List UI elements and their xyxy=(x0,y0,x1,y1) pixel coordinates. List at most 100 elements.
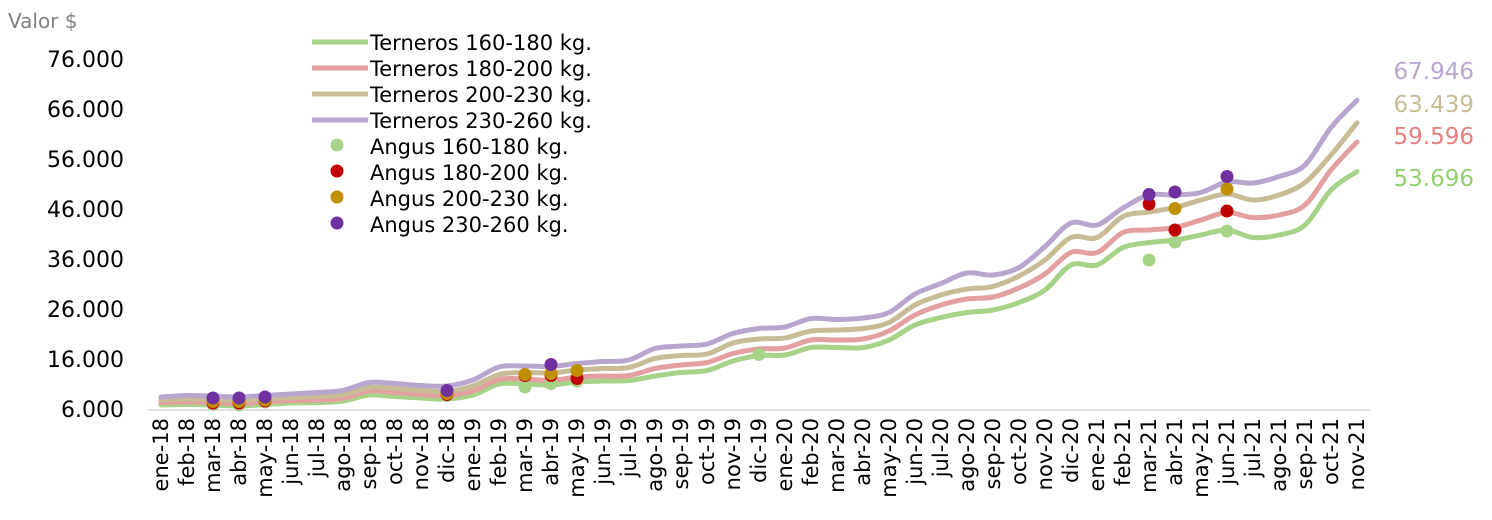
y-tick-label: 6.000 xyxy=(61,398,124,423)
x-tick-label: sep-19 xyxy=(669,418,693,490)
x-tick-label: ene-21 xyxy=(1085,418,1109,491)
x-tick-label: abr-21 xyxy=(1163,418,1187,486)
x-tick-label: feb-20 xyxy=(799,418,823,486)
series-line xyxy=(158,139,1360,407)
y-axis-ticks: 6.000 16.000 26.000 36.000 46.000 56.000 66.00… xyxy=(47,48,124,423)
x-tick-label: abr-19 xyxy=(539,418,563,486)
data-point xyxy=(570,364,584,377)
legend-label: Terneros 200-230 kg. xyxy=(369,83,592,107)
y-tick-label: 36.000 xyxy=(47,248,124,273)
y-tick-label: 66.000 xyxy=(47,98,124,123)
data-point xyxy=(258,390,272,404)
x-tick-label: jul-18 xyxy=(305,418,329,478)
data-point xyxy=(1142,197,1156,211)
y-tick-label: 26.000 xyxy=(47,298,124,323)
x-tick-label: may-20 xyxy=(877,418,901,498)
x-tick-label: ago-20 xyxy=(955,418,979,492)
data-point xyxy=(1142,253,1156,267)
x-tick-label: feb-18 xyxy=(175,418,199,486)
x-tick-label: dic-19 xyxy=(747,418,771,483)
x-tick-label: nov-18 xyxy=(409,418,433,490)
x-tick-label: ago-19 xyxy=(643,418,667,492)
end-value-labels: 67.946 63.439 59.596 53.696 xyxy=(1394,59,1474,192)
end-value-label: 59.596 xyxy=(1394,124,1474,150)
legend: Terneros 160-180 kg.Terneros 180-200 kg.… xyxy=(312,31,592,237)
x-tick-label: sep-21 xyxy=(1293,418,1317,490)
x-tick-label: mar-21 xyxy=(1137,418,1161,493)
x-tick-label: abr-18 xyxy=(227,418,251,486)
legend-label: Angus 230-260 kg. xyxy=(370,213,569,237)
series-line xyxy=(158,97,1360,400)
data-point xyxy=(1220,182,1234,196)
data-point xyxy=(518,368,532,381)
data-point xyxy=(518,380,532,394)
x-tick-label: jul-19 xyxy=(617,418,641,478)
x-tick-label: jun-18 xyxy=(279,418,303,486)
legend-label: Angus 200-230 kg. xyxy=(370,187,569,211)
y-tick-label: 56.000 xyxy=(47,148,124,173)
data-point xyxy=(1220,224,1234,238)
data-point xyxy=(206,391,220,405)
x-tick-label: jul-21 xyxy=(1241,418,1265,478)
x-tick-label: jun-21 xyxy=(1215,418,1239,486)
end-value-label: 63.439 xyxy=(1394,92,1474,118)
x-tick-label: may-21 xyxy=(1189,418,1213,498)
y-tick-label: 76.000 xyxy=(47,48,124,73)
x-tick-label: may-18 xyxy=(253,418,277,498)
data-point xyxy=(1220,204,1234,218)
x-tick-label: dic-18 xyxy=(435,418,459,483)
x-axis-ticks: ene-18 feb-18 mar-18 abr-18 may-18 jun-18 jul-… xyxy=(149,418,1369,498)
data-point xyxy=(544,358,558,371)
data-point xyxy=(1142,188,1156,201)
x-tick-label: feb-19 xyxy=(487,418,511,486)
data-point xyxy=(1168,202,1182,215)
x-tick-label: mar-20 xyxy=(825,418,849,493)
series-line xyxy=(158,120,1360,404)
legend-swatch xyxy=(330,138,344,152)
y-tick-label: 16.000 xyxy=(47,348,124,373)
legend-swatch xyxy=(330,216,344,230)
x-tick-label: jun-19 xyxy=(591,418,615,486)
legend-label: Terneros 180-200 kg. xyxy=(369,57,592,81)
series-dots xyxy=(206,170,1234,412)
x-tick-label: may-19 xyxy=(565,418,589,498)
x-tick-label: feb-21 xyxy=(1111,418,1135,486)
y-tick-label: 46.000 xyxy=(47,198,124,223)
legend-label: Terneros 230-260 kg. xyxy=(369,109,592,133)
data-point xyxy=(440,384,454,397)
x-tick-label: oct-21 xyxy=(1319,418,1343,485)
x-tick-label: mar-19 xyxy=(513,418,537,493)
legend-label: Angus 180-200 kg. xyxy=(370,161,569,185)
x-tick-label: mar-18 xyxy=(201,418,225,493)
x-tick-label: ene-20 xyxy=(773,418,797,491)
legend-label: Angus 160-180 kg. xyxy=(370,135,569,159)
x-tick-label: nov-21 xyxy=(1345,418,1369,490)
x-tick-label: sep-18 xyxy=(357,418,381,490)
x-tick-label: ene-18 xyxy=(149,418,173,491)
data-point xyxy=(1168,185,1182,199)
data-point xyxy=(1168,223,1182,237)
x-tick-label: nov-20 xyxy=(1033,418,1057,490)
data-point xyxy=(1168,235,1182,249)
data-point xyxy=(544,367,558,380)
x-tick-label: ene-19 xyxy=(461,418,485,491)
legend-swatch xyxy=(330,190,344,204)
x-tick-label: sep-20 xyxy=(981,418,1005,490)
x-tick-label: jun-20 xyxy=(903,418,927,486)
x-tick-label: ago-21 xyxy=(1267,418,1291,492)
x-tick-label: nov-19 xyxy=(721,418,745,490)
x-tick-label: abr-20 xyxy=(851,418,875,486)
data-point xyxy=(232,391,246,405)
x-tick-label: jul-20 xyxy=(929,418,953,478)
x-tick-label: oct-20 xyxy=(1007,418,1031,485)
y-axis-title: Valor $ xyxy=(8,9,77,33)
data-point xyxy=(1220,170,1234,183)
x-tick-label: ago-18 xyxy=(331,418,355,492)
end-value-label: 53.696 xyxy=(1394,166,1474,192)
legend-label: Terneros 160-180 kg. xyxy=(369,31,592,55)
legend-swatch xyxy=(330,164,344,178)
x-tick-label: oct-18 xyxy=(383,418,407,485)
data-point xyxy=(752,348,766,361)
x-tick-label: oct-19 xyxy=(695,418,719,485)
